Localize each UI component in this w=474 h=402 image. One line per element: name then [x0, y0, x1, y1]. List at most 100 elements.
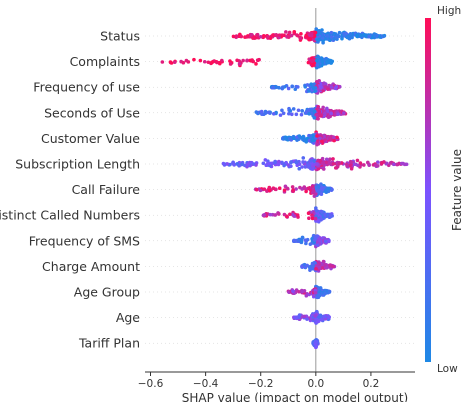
shap-dot	[328, 157, 332, 162]
shap-dot	[277, 159, 281, 164]
x-axis-title: SHAP value (impact on model output)	[182, 391, 409, 402]
shap-dot	[299, 112, 304, 117]
shap-dot	[228, 59, 232, 63]
shap-dot	[282, 212, 287, 217]
shap-dot	[263, 158, 268, 162]
shap-dot	[291, 289, 295, 293]
feature-label: Tariff Plan	[78, 336, 140, 351]
shap-dot	[271, 85, 275, 90]
shap-dot	[313, 30, 318, 35]
shap-dot	[169, 61, 174, 65]
shap-dot	[373, 33, 377, 37]
shap-dot	[317, 265, 322, 270]
shap-dot	[263, 111, 268, 116]
shap-dot	[336, 112, 340, 116]
shap-dot	[285, 186, 290, 191]
shap-dot	[220, 58, 224, 63]
shap-dot	[282, 136, 287, 141]
feature-label: Frequency of use	[33, 80, 140, 95]
feature-label: Seconds of Use	[44, 105, 140, 120]
shap-dot	[315, 58, 319, 63]
shap-dot	[294, 315, 299, 320]
feature-label: Age	[116, 310, 140, 325]
shap-dot	[280, 86, 285, 91]
shap-dot	[315, 162, 319, 166]
shap-dot	[311, 134, 315, 138]
shap-dot	[353, 162, 358, 167]
shap-dot	[296, 108, 301, 113]
shap-dot	[278, 113, 283, 117]
shap-dot	[297, 162, 302, 167]
shap-dot	[323, 138, 327, 142]
shap-dot	[270, 161, 274, 166]
shap-dot	[367, 34, 372, 39]
shap-dot	[355, 158, 360, 163]
shap-dot	[286, 86, 291, 91]
shap-dot	[329, 85, 334, 89]
shap-dot	[245, 58, 249, 63]
shap-dot	[328, 58, 333, 63]
shap-dot	[250, 33, 254, 37]
shap-dot	[313, 216, 318, 221]
shap-dot	[271, 186, 276, 191]
shap-dot	[255, 58, 260, 63]
shap-dot	[317, 109, 322, 114]
shap-dot	[333, 112, 338, 117]
shap-dot	[315, 234, 319, 238]
feature-label: Distinct Called Numbers	[0, 208, 140, 223]
feature-name-labels: Status Complaints Frequency of use Seconds …	[0, 29, 140, 351]
shap-dot	[314, 264, 319, 268]
shap-dot	[320, 161, 325, 166]
shap-dot	[324, 160, 328, 165]
shap-dot	[294, 112, 299, 117]
shap-dot	[308, 37, 313, 41]
shap-dot	[325, 265, 329, 270]
shap-dot	[273, 213, 278, 217]
shap-dot	[312, 116, 317, 120]
shap-dot	[304, 293, 309, 298]
shap-dot	[327, 186, 331, 191]
shap-dot	[315, 63, 320, 67]
shap-dot	[323, 314, 327, 319]
shap-dot	[313, 339, 318, 344]
shap-dot	[284, 30, 288, 34]
shap-dot	[251, 36, 255, 40]
shap-dot	[318, 313, 323, 318]
colorbar-low-label: Low	[437, 363, 458, 375]
shap-dot	[255, 33, 259, 37]
shap-dot	[237, 62, 242, 66]
shap-dot	[326, 109, 330, 113]
shap-dot	[310, 216, 315, 221]
shap-dot-layer	[160, 27, 409, 350]
shap-dot	[315, 142, 319, 147]
shap-dot	[307, 216, 311, 220]
shap-dot	[322, 111, 327, 116]
shap-dot	[296, 238, 300, 243]
shap-dot	[318, 136, 322, 141]
shap-dot	[312, 34, 317, 38]
shap-dot	[300, 165, 304, 169]
shap-dot	[346, 35, 350, 40]
shap-dot	[254, 62, 258, 66]
shap-dot	[312, 82, 316, 87]
shap-dot	[327, 239, 331, 243]
shap-dot	[329, 111, 333, 116]
shap-dot	[314, 344, 319, 349]
shap-dot	[271, 111, 276, 116]
shap-dot	[402, 162, 407, 167]
shap-dot	[284, 160, 288, 165]
shap-dot	[315, 80, 319, 84]
shap-dot	[377, 35, 382, 39]
shap-dot	[243, 163, 247, 168]
shap-dot	[261, 213, 266, 218]
shap-dot	[328, 264, 332, 268]
shap-dot	[312, 260, 317, 265]
shap-dot	[302, 314, 306, 319]
colorbar-gradient	[425, 18, 431, 362]
colorbar-title: Feature value	[450, 149, 464, 231]
shap-dot	[309, 108, 314, 113]
shap-dot	[246, 162, 250, 166]
shap-dot	[362, 163, 366, 167]
shap-dot	[309, 158, 313, 163]
shap-dot	[305, 237, 310, 242]
